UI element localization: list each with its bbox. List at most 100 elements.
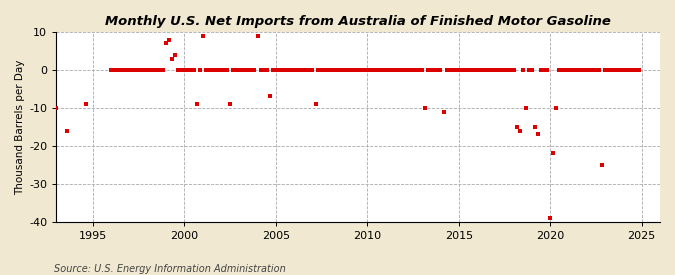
Point xyxy=(365,68,376,72)
Point xyxy=(203,68,214,72)
Point xyxy=(155,68,165,72)
Point xyxy=(207,68,217,72)
Point xyxy=(271,68,281,72)
Point xyxy=(512,125,522,129)
Point xyxy=(286,68,296,72)
Point xyxy=(62,128,73,133)
Point xyxy=(585,68,595,72)
Title: Monthly U.S. Net Imports from Australia of Finished Motor Gasoline: Monthly U.S. Net Imports from Australia … xyxy=(105,15,611,28)
Point xyxy=(136,68,147,72)
Point xyxy=(252,34,263,38)
Point xyxy=(80,102,91,106)
Point xyxy=(329,68,340,72)
Point xyxy=(139,68,150,72)
Point xyxy=(591,68,601,72)
Point xyxy=(322,68,333,72)
Point xyxy=(124,68,135,72)
Point xyxy=(554,68,565,72)
Point xyxy=(380,68,391,72)
Point xyxy=(520,106,531,110)
Point xyxy=(338,68,348,72)
Point xyxy=(133,68,144,72)
Point xyxy=(130,68,141,72)
Point xyxy=(402,68,412,72)
Point xyxy=(240,68,250,72)
Point xyxy=(279,68,290,72)
Point xyxy=(468,68,479,72)
Point xyxy=(359,68,370,72)
Point xyxy=(386,68,397,72)
Point xyxy=(416,68,427,72)
Point xyxy=(542,68,553,72)
Point xyxy=(618,68,629,72)
Point xyxy=(454,68,464,72)
Point xyxy=(353,68,364,72)
Point xyxy=(456,68,467,72)
Point xyxy=(185,68,196,72)
Point xyxy=(630,68,641,72)
Point xyxy=(115,68,126,72)
Point xyxy=(265,94,275,99)
Point xyxy=(438,109,449,114)
Point xyxy=(310,102,321,106)
Y-axis label: Thousand Barrels per Day: Thousand Barrels per Day xyxy=(15,59,25,194)
Point xyxy=(615,68,626,72)
Point xyxy=(478,68,489,72)
Point xyxy=(429,68,440,72)
Point xyxy=(383,68,394,72)
Point xyxy=(182,68,193,72)
Point xyxy=(441,68,452,72)
Point xyxy=(106,68,117,72)
Point xyxy=(200,68,211,72)
Point xyxy=(356,68,367,72)
Point xyxy=(484,68,495,72)
Point xyxy=(51,106,61,110)
Point xyxy=(221,68,232,72)
Point xyxy=(121,68,132,72)
Point xyxy=(466,68,477,72)
Point xyxy=(505,68,516,72)
Point xyxy=(581,68,592,72)
Point xyxy=(398,68,409,72)
Point xyxy=(599,68,610,72)
Point xyxy=(597,163,608,167)
Point xyxy=(234,68,244,72)
Point xyxy=(347,68,358,72)
Point xyxy=(594,68,605,72)
Point xyxy=(448,68,458,72)
Point xyxy=(490,68,501,72)
Point xyxy=(167,56,178,61)
Point xyxy=(396,68,406,72)
Point xyxy=(295,68,306,72)
Point xyxy=(548,151,559,156)
Point xyxy=(225,102,236,106)
Point xyxy=(551,106,562,110)
Point xyxy=(109,68,119,72)
Point xyxy=(411,68,422,72)
Point xyxy=(298,68,308,72)
Point xyxy=(179,68,190,72)
Point xyxy=(539,68,549,72)
Point xyxy=(307,68,318,72)
Point xyxy=(496,68,507,72)
Point xyxy=(572,68,583,72)
Point xyxy=(371,68,382,72)
Point xyxy=(335,68,346,72)
Point xyxy=(170,53,181,57)
Point xyxy=(246,68,257,72)
Point xyxy=(624,68,635,72)
Point xyxy=(267,68,278,72)
Point xyxy=(194,68,205,72)
Point xyxy=(377,68,388,72)
Point xyxy=(450,68,461,72)
Point xyxy=(142,68,153,72)
Point xyxy=(188,68,199,72)
Point xyxy=(316,68,327,72)
Point xyxy=(523,68,534,72)
Point xyxy=(157,68,168,72)
Point xyxy=(389,68,400,72)
Point xyxy=(331,68,342,72)
Point xyxy=(258,68,269,72)
Point xyxy=(404,68,415,72)
Point xyxy=(209,68,220,72)
